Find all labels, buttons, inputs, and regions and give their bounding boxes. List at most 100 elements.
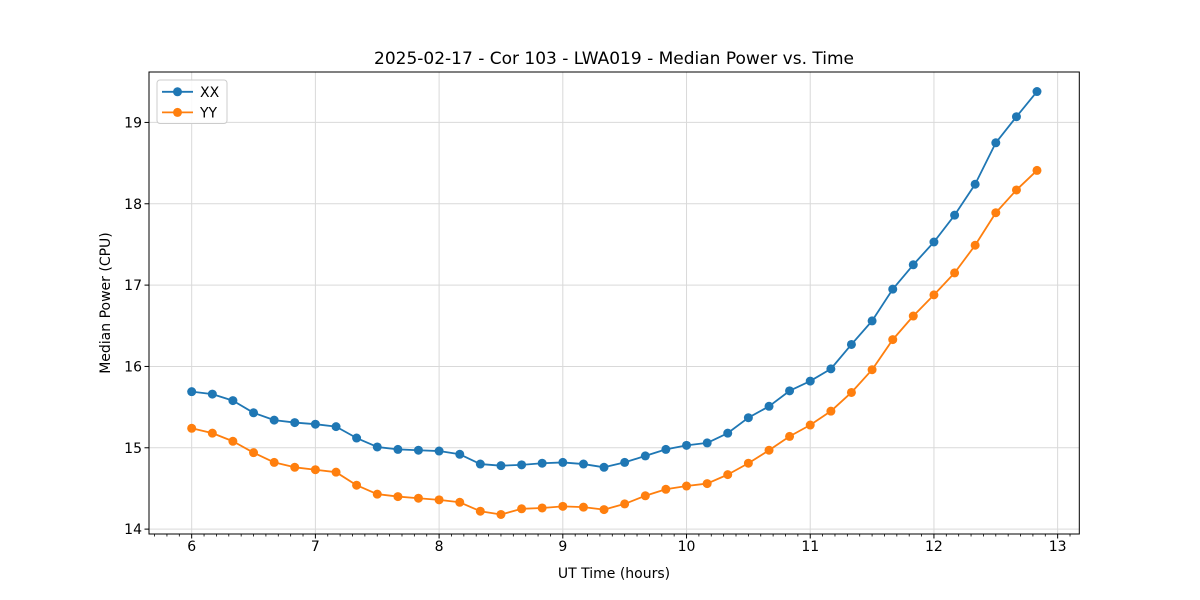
data-point-xx: [599, 462, 609, 472]
x-tick-label: 12: [925, 539, 943, 555]
data-point-yy: [620, 499, 630, 509]
legend: XX YY: [156, 79, 228, 124]
data-point-xx: [228, 396, 238, 406]
y-tick-label: 17: [124, 278, 142, 294]
y-tick-label: 14: [124, 522, 142, 538]
y-tick-label: 18: [124, 197, 142, 213]
data-point-yy: [537, 503, 547, 513]
data-point-yy: [661, 484, 671, 494]
x-tick-label: 8: [435, 539, 444, 555]
data-point-xx: [682, 440, 692, 450]
plot-frame: [148, 71, 1080, 535]
data-point-yy: [826, 406, 836, 416]
data-point-yy: [764, 445, 774, 455]
data-point-xx: [826, 364, 836, 374]
data-point-yy: [455, 497, 465, 507]
data-point-yy: [249, 448, 259, 458]
data-point-xx: [702, 438, 712, 448]
legend-label: XX: [200, 85, 220, 101]
data-point-yy: [1011, 185, 1021, 195]
legend-marker-yy: [173, 107, 182, 117]
data-point-yy: [805, 420, 815, 430]
data-point-yy: [785, 431, 795, 441]
data-point-xx: [1011, 112, 1021, 122]
data-point-yy: [310, 465, 320, 475]
data-point-yy: [950, 268, 960, 278]
legend-label: YY: [199, 105, 218, 121]
data-point-yy: [290, 462, 300, 472]
x-tick-label: 9: [558, 539, 567, 555]
x-tick-label: 7: [311, 539, 320, 555]
axis-ticks: [144, 121, 1071, 539]
data-point-xx: [331, 422, 341, 432]
data-point-yy: [207, 428, 217, 438]
data-point-yy: [682, 481, 692, 491]
data-point-xx: [207, 389, 217, 399]
data-point-xx: [372, 442, 382, 452]
data-point-xx: [269, 415, 279, 425]
series-line-xx: [191, 90, 1038, 469]
data-point-xx: [578, 459, 588, 469]
data-point-yy: [517, 504, 527, 514]
data-point-yy: [393, 492, 403, 502]
x-tick-label: 6: [187, 539, 196, 555]
y-tick-label: 15: [124, 441, 142, 457]
data-point-yy: [434, 495, 444, 505]
data-point-xx: [785, 386, 795, 396]
data-point-yy: [991, 208, 1001, 218]
tick-labels: 6 7 8 9 10 11 12 13 14 15 16 17 18 19: [124, 115, 1066, 555]
data-point-xx: [455, 449, 465, 459]
data-point-xx: [413, 445, 423, 455]
data-point-yy: [888, 335, 898, 345]
data-point-xx: [640, 451, 650, 461]
x-tick-label: 11: [801, 539, 819, 555]
data-point-yy: [578, 502, 588, 512]
data-point-xx: [249, 408, 259, 418]
data-point-xx: [908, 260, 918, 270]
data-point-yy: [331, 467, 341, 477]
data-point-xx: [991, 138, 1001, 148]
data-point-xx: [1032, 87, 1042, 97]
data-point-xx: [537, 458, 547, 468]
data-point-yy: [743, 458, 753, 468]
data-point-yy: [372, 489, 382, 499]
data-point-yy: [228, 436, 238, 446]
data-point-yy: [929, 290, 939, 300]
data-point-yy: [723, 470, 733, 480]
data-point-yy: [640, 491, 650, 501]
data-point-yy: [908, 311, 918, 321]
data-point-xx: [970, 179, 980, 189]
gridlines: [149, 72, 1080, 534]
data-point-yy: [867, 365, 877, 375]
data-point-xx: [475, 459, 485, 469]
data-point-xx: [434, 446, 444, 456]
data-point-yy: [599, 505, 609, 515]
y-tick-label: 19: [124, 115, 142, 131]
data-point-yy: [269, 457, 279, 467]
data-point-yy: [558, 501, 568, 511]
data-point-xx: [867, 316, 877, 326]
series-line-yy: [191, 169, 1038, 516]
data-point-xx: [846, 339, 856, 349]
data-point-xx: [723, 428, 733, 438]
legend-marker-xx: [173, 87, 182, 97]
data-point-yy: [413, 493, 423, 503]
data-point-xx: [743, 413, 753, 423]
y-tick-label: 16: [124, 359, 142, 375]
data-point-yy: [846, 387, 856, 397]
data-point-xx: [950, 210, 960, 220]
data-point-xx: [496, 461, 506, 471]
data-point-xx: [290, 418, 300, 428]
data-point-xx: [888, 284, 898, 294]
data-point-yy: [475, 506, 485, 516]
data-point-xx: [187, 387, 197, 397]
data-point-yy: [970, 240, 980, 250]
data-point-xx: [620, 457, 630, 467]
chart-title: 2025-02-17 - Cor 103 - LWA019 - Median P…: [374, 49, 854, 69]
data-point-xx: [929, 237, 939, 247]
data-point-yy: [187, 423, 197, 433]
data-point-xx: [805, 376, 815, 386]
data-point-xx: [352, 433, 362, 443]
data-point-xx: [517, 460, 527, 470]
